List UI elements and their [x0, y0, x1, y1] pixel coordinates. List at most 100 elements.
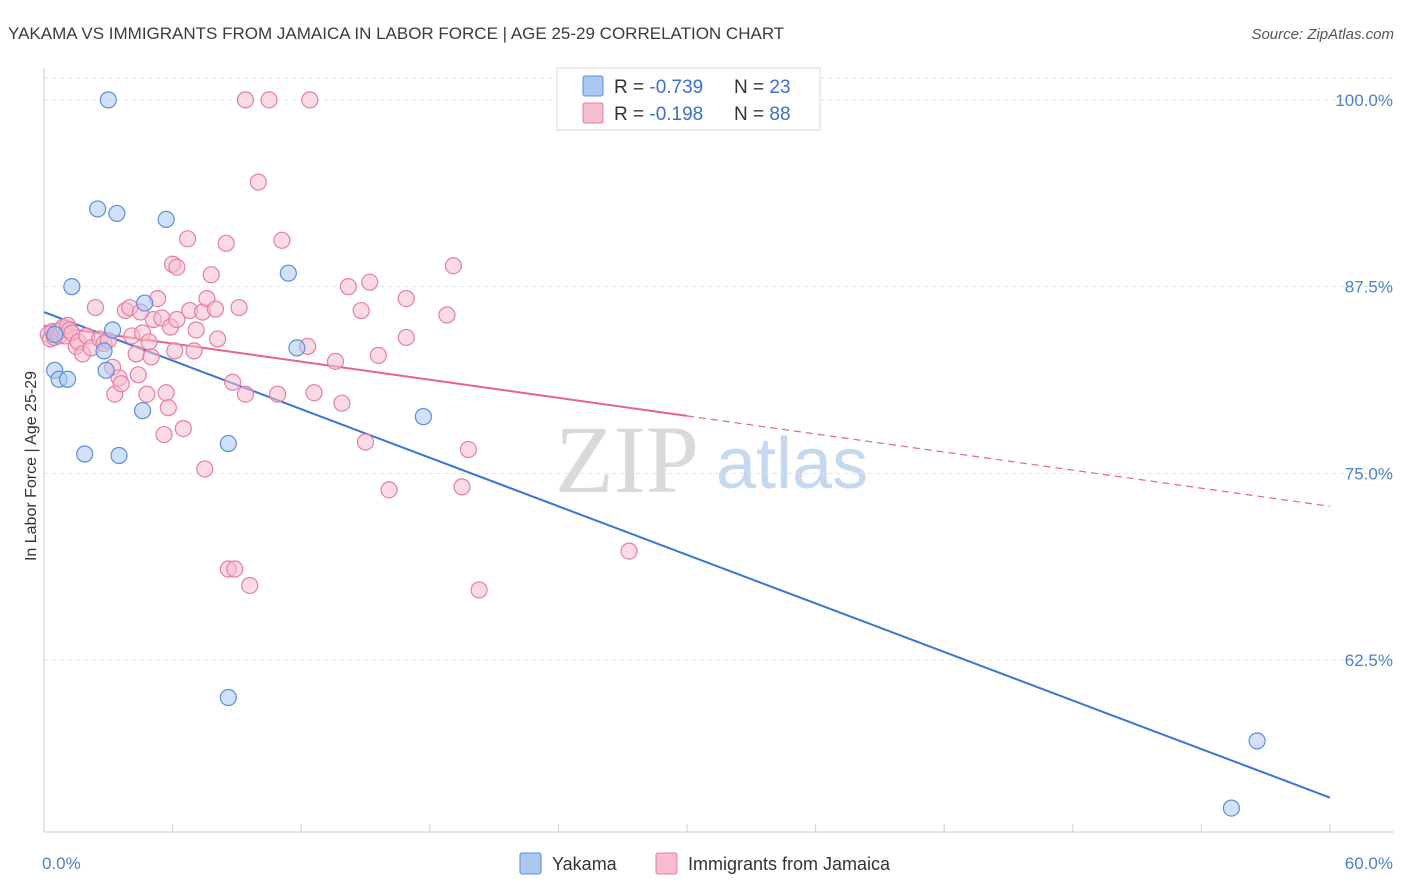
legend-label-jamaica: Immigrants from Jamaica: [688, 854, 891, 874]
point-jamaica: [202, 266, 220, 284]
point-jamaica: [326, 352, 345, 370]
point-jamaica: [142, 348, 160, 366]
point-jamaica: [174, 419, 192, 438]
point-jamaica: [305, 384, 323, 402]
point-yakama: [110, 446, 128, 465]
point-yakama: [63, 278, 81, 296]
point-yakama: [1222, 799, 1241, 817]
n-value: 88: [769, 104, 790, 125]
point-jamaica: [444, 257, 462, 275]
data-points: [39, 91, 1266, 817]
point-yakama: [1248, 732, 1266, 750]
y-tick-labels: 62.5% 75.0% 87.5% 100.0%: [1335, 91, 1393, 670]
point-yakama: [133, 402, 152, 420]
point-yakama: [103, 321, 122, 339]
point-jamaica: [196, 460, 214, 478]
point-yakama: [58, 370, 77, 388]
point-jamaica: [129, 366, 147, 384]
r-label: R =: [614, 77, 649, 98]
point-jamaica: [230, 298, 248, 317]
x-tick-label: 0.0%: [42, 854, 81, 873]
point-jamaica: [356, 433, 375, 451]
point-jamaica: [209, 330, 227, 348]
point-jamaica: [397, 290, 415, 308]
point-jamaica: [352, 301, 370, 320]
n-value: 23: [769, 77, 790, 98]
point-jamaica: [339, 278, 357, 296]
point-yakama: [288, 339, 306, 357]
point-yakama: [219, 688, 237, 707]
point-jamaica: [159, 399, 177, 417]
point-jamaica: [185, 342, 203, 360]
point-yakama: [136, 294, 154, 312]
trend-line-yakama: [43, 311, 1331, 799]
point-jamaica: [269, 385, 287, 403]
trend-line-extension-jamaica: [686, 415, 1331, 507]
point-yakama: [108, 204, 126, 223]
y-axis-label: In Labor Force | Age 25-29: [23, 371, 40, 561]
point-jamaica: [333, 394, 351, 412]
y-tick-label: 62.5%: [1345, 651, 1393, 670]
point-jamaica: [168, 258, 186, 276]
y-tick-label: 87.5%: [1345, 278, 1393, 297]
r-value: -0.739: [649, 77, 703, 98]
point-jamaica: [369, 346, 387, 364]
x-tick-labels: 0.0% 60.0%: [42, 854, 1393, 873]
point-jamaica: [241, 576, 259, 595]
point-jamaica: [361, 273, 379, 291]
point-jamaica: [127, 345, 145, 363]
stats-legend-n-yakama: N = 23: [734, 77, 791, 98]
point-jamaica: [140, 333, 158, 351]
stats-legend-n-jamaica: N = 88: [734, 104, 791, 125]
point-jamaica: [236, 91, 255, 109]
stats-legend-row-yakama: R = -0.739: [614, 77, 703, 98]
point-yakama: [95, 342, 113, 360]
point-jamaica: [179, 230, 197, 248]
point-yakama: [46, 325, 64, 344]
point-jamaica: [397, 328, 415, 347]
stats-legend-row-jamaica: R = -0.198: [614, 104, 703, 125]
point-jamaica: [86, 298, 105, 317]
point-jamaica: [166, 342, 184, 360]
point-jamaica: [206, 300, 225, 318]
point-jamaica: [226, 560, 244, 578]
y-tick-label: 100.0%: [1335, 91, 1393, 110]
axes: [43, 68, 1394, 833]
point-jamaica: [459, 440, 477, 459]
series-legend: Yakama Immigrants from Jamaica: [519, 852, 891, 875]
chart-source: Source: ZipAtlas.com: [1251, 26, 1394, 43]
point-yakama: [219, 434, 237, 453]
point-jamaica: [168, 310, 186, 329]
x-tick-label: 60.0%: [1345, 854, 1393, 873]
point-jamaica: [273, 231, 291, 249]
point-yakama: [99, 91, 117, 109]
point-jamaica: [112, 375, 130, 393]
y-tick-label: 75.0%: [1345, 464, 1393, 483]
legend-swatch-yakama: [519, 852, 542, 875]
point-yakama: [157, 210, 175, 229]
watermark-atlas: atlas: [716, 424, 868, 504]
point-yakama: [76, 445, 94, 463]
r-value: -0.198: [649, 104, 703, 125]
r-label: R =: [614, 104, 649, 125]
point-jamaica: [260, 91, 278, 109]
point-jamaica: [249, 173, 267, 191]
grid: [44, 77, 1394, 661]
point-jamaica: [620, 542, 638, 560]
point-jamaica: [380, 481, 398, 499]
point-jamaica: [236, 385, 255, 403]
point-jamaica: [453, 478, 471, 496]
point-jamaica: [138, 385, 156, 403]
point-yakama: [279, 264, 297, 282]
point-jamaica: [157, 384, 175, 402]
chart-title: YAKAMA VS IMMIGRANTS FROM JAMAICA IN LAB…: [8, 24, 784, 43]
point-yakama: [88, 200, 107, 218]
point-jamaica: [155, 425, 173, 444]
point-jamaica: [301, 91, 319, 109]
stats-legend-swatch-jamaica: [582, 102, 604, 124]
point-yakama: [97, 361, 115, 379]
legend-label-yakama: Yakama: [552, 854, 618, 874]
watermark-zip: ZIP: [555, 406, 699, 513]
point-jamaica: [470, 581, 488, 599]
